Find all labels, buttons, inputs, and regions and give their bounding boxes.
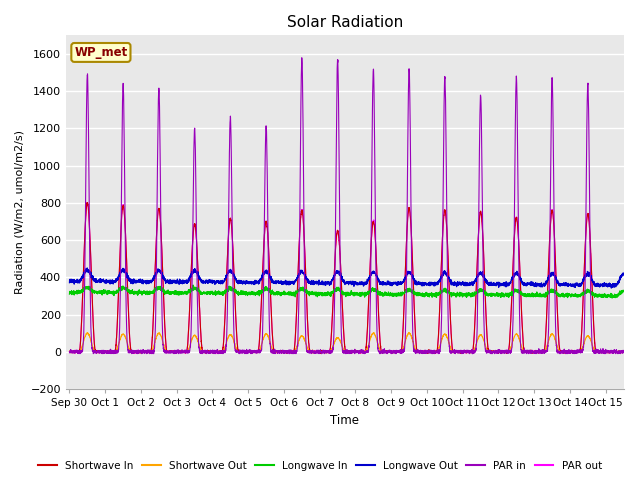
PAR out [66, 348, 74, 354]
Longwave In [463, 290, 470, 296]
Longwave Out [463, 282, 470, 288]
Shortwave In [84, 200, 92, 205]
PAR in [463, 348, 470, 354]
Longwave Out [84, 265, 92, 271]
Longwave Out [572, 283, 579, 289]
Shortwave In [572, 349, 579, 355]
Longwave In [232, 290, 240, 296]
PAR out [521, 349, 529, 355]
Shortwave In [232, 329, 240, 335]
Longwave Out [521, 280, 529, 286]
Shortwave In [620, 348, 627, 354]
PAR out [232, 326, 240, 332]
Longwave In [108, 289, 115, 295]
Longwave Out [212, 279, 220, 285]
Line: Longwave Out: Longwave Out [70, 268, 623, 288]
Shortwave In [66, 348, 74, 354]
Longwave Out [620, 271, 627, 276]
PAR in [620, 349, 627, 355]
Shortwave Out [620, 349, 627, 355]
PAR in [66, 350, 74, 356]
Shortwave Out [463, 348, 470, 354]
PAR in [572, 350, 579, 356]
Y-axis label: Radiation (W/m2, umol/m2/s): Radiation (W/m2, umol/m2/s) [15, 130, 25, 294]
Longwave In [609, 295, 616, 301]
Longwave In [572, 293, 579, 299]
Shortwave In [212, 350, 220, 356]
PAR out [108, 349, 115, 355]
Shortwave Out [405, 330, 413, 336]
Text: WP_met: WP_met [74, 46, 127, 59]
PAR out [285, 351, 293, 357]
PAR out [212, 349, 220, 355]
PAR out [572, 349, 579, 355]
Longwave Out [66, 280, 74, 286]
Shortwave Out [67, 349, 75, 355]
PAR out [620, 348, 627, 354]
X-axis label: Time: Time [330, 414, 359, 427]
Shortwave Out [232, 345, 240, 351]
Longwave In [189, 282, 197, 288]
Longwave Out [232, 278, 240, 284]
PAR out [83, 200, 91, 205]
PAR in [212, 349, 220, 355]
Shortwave Out [212, 349, 220, 355]
Line: Shortwave In: Shortwave In [70, 203, 623, 354]
Title: Solar Radiation: Solar Radiation [287, 15, 403, 30]
PAR out [463, 348, 470, 354]
PAR in [108, 351, 115, 357]
PAR in [76, 351, 84, 357]
Shortwave In [98, 351, 106, 357]
Shortwave In [463, 349, 470, 355]
Shortwave Out [108, 349, 115, 355]
Shortwave Out [66, 349, 74, 355]
Longwave In [620, 288, 627, 294]
Shortwave In [521, 348, 529, 354]
PAR in [298, 55, 306, 60]
Shortwave Out [572, 349, 579, 355]
Line: Longwave In: Longwave In [70, 285, 623, 298]
PAR in [521, 348, 529, 353]
Shortwave In [108, 349, 116, 355]
Longwave In [521, 293, 529, 299]
Line: PAR in: PAR in [70, 58, 623, 354]
Line: Shortwave Out: Shortwave Out [70, 333, 623, 352]
Line: PAR out: PAR out [70, 203, 623, 354]
Shortwave Out [521, 349, 529, 355]
Longwave In [212, 290, 220, 296]
Legend: Shortwave In, Shortwave Out, Longwave In, Longwave Out, PAR in, PAR out: Shortwave In, Shortwave Out, Longwave In… [34, 456, 606, 475]
Longwave In [66, 291, 74, 297]
Longwave Out [607, 285, 615, 291]
PAR in [232, 347, 240, 353]
Longwave Out [108, 280, 115, 286]
